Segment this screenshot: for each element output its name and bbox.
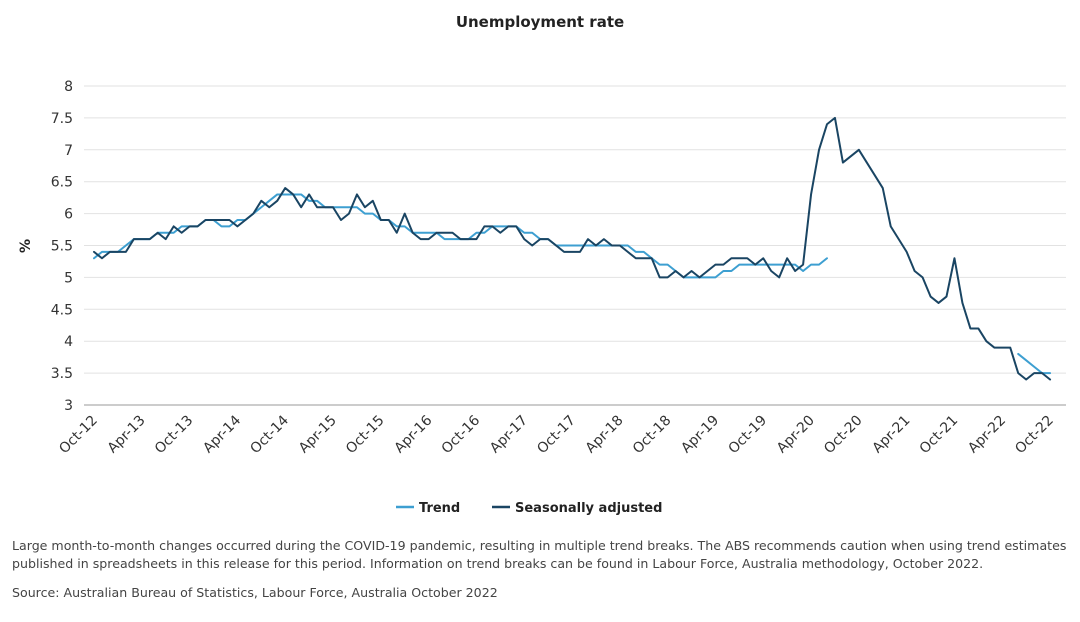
chart-footnote: Large month-to-month changes occurred du… <box>12 538 1067 571</box>
x-tick-label: Oct-18 <box>630 413 675 458</box>
legend-item-trend[interactable]: Trend <box>396 501 460 516</box>
x-tick-label: Oct-22 <box>1012 413 1057 458</box>
x-tick-label: Oct-17 <box>534 413 579 458</box>
series-line-trend <box>93 193 1052 375</box>
y-tick-label: 5.5 <box>51 239 73 255</box>
y-tick-label: 3.5 <box>51 366 73 382</box>
y-axis-ticks: 3 3.5 4 4.5 5 5.5 6 6.5 7 7.5 8 <box>51 79 73 414</box>
chart-source: Source: Australian Bureau of Statistics,… <box>12 585 498 600</box>
legend-item-seasonally-adjusted[interactable]: Seasonally adjusted <box>492 501 662 516</box>
x-tick-label: Apr-13 <box>105 413 149 457</box>
y-tick-label: 7 <box>64 143 73 159</box>
x-tick-label: Apr-15 <box>296 413 340 457</box>
legend: Trend Seasonally adjusted <box>396 501 662 516</box>
series-lines <box>93 116 1052 381</box>
y-tick-label: 7.5 <box>51 111 73 127</box>
x-tick-label: Apr-14 <box>200 412 244 456</box>
x-tick-label: Oct-15 <box>343 413 388 458</box>
x-tick-label: Oct-20 <box>821 413 866 458</box>
y-tick-label: 3 <box>64 398 73 414</box>
y-tick-label: 8 <box>64 79 73 95</box>
x-tick-label: Oct-14 <box>247 412 292 457</box>
x-tick-label: Oct-13 <box>152 413 197 458</box>
x-tick-label: Apr-17 <box>487 413 531 457</box>
unemployment-chart: Unemployment rate 33.544.555.566.577.58 … <box>18 13 1066 516</box>
gridlines <box>84 85 1066 374</box>
y-tick-label: 4 <box>64 334 73 350</box>
x-tick-label: Oct-19 <box>725 413 770 458</box>
x-axis-ticks: Oct-12 Apr-13 Oct-13 Apr-14 Oct-14 Apr-15 Oct-… <box>56 412 1057 457</box>
x-tick-label: Apr-20 <box>774 413 818 457</box>
x-tick-label: Apr-18 <box>583 413 627 457</box>
legend-label-trend: Trend <box>419 501 460 516</box>
y-tick-label: 6.5 <box>51 175 73 191</box>
x-tick-label: Oct-16 <box>439 412 484 457</box>
x-tick-label: Apr-16 <box>391 412 435 456</box>
y-tick-label: 6 <box>64 207 73 223</box>
legend-label-seasonally-adjusted: Seasonally adjusted <box>515 501 662 516</box>
series-line-seasonally-adjusted <box>93 116 1052 381</box>
x-tick-label: Apr-21 <box>869 413 913 457</box>
y-tick-label: 4.5 <box>51 302 73 318</box>
x-tick-label: Oct-21 <box>917 413 962 458</box>
y-tick-label: 5 <box>64 270 73 286</box>
y-axis-label: % <box>18 239 34 253</box>
x-tick-label: Oct-12 <box>56 413 101 458</box>
chart-title: Unemployment rate <box>456 13 624 31</box>
x-tick-label: Apr-19 <box>678 413 722 457</box>
x-tick-label: Apr-22 <box>965 413 1009 457</box>
